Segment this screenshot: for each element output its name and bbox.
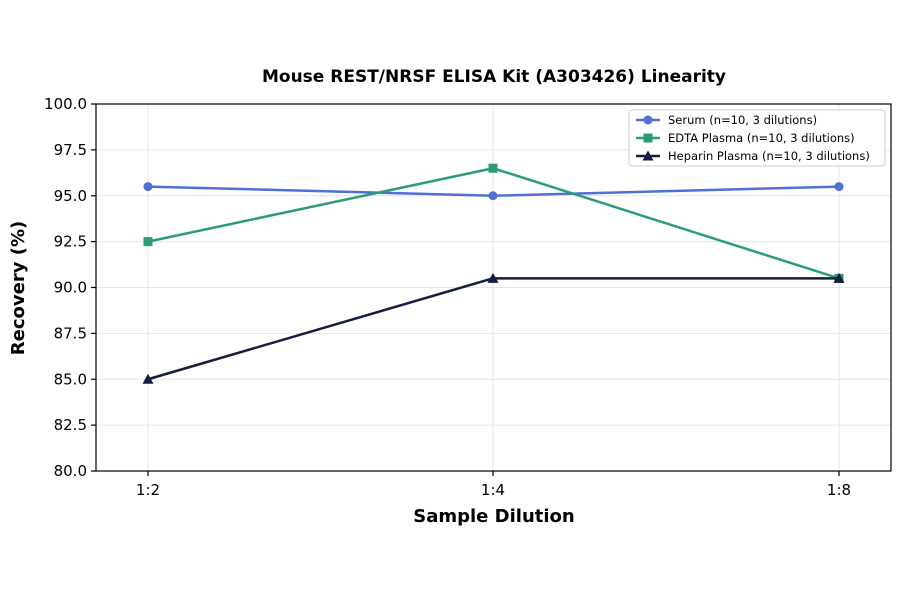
y-axis: 80.0 82.5 85.0 87.5 90.0 92.5 95.0 97.5 100.0 bbox=[44, 95, 96, 480]
data-point bbox=[488, 191, 498, 201]
x-tick-label: 1:8 bbox=[827, 481, 851, 499]
legend: Serum (n=10, 3 dilutions) EDTA Plasma (n=… bbox=[628, 109, 886, 167]
x-axis: 1:2 1:4 1:8 bbox=[136, 471, 851, 499]
chart-title: Mouse REST/NRSF ELISA Kit (A303426) Line… bbox=[262, 67, 726, 87]
data-point bbox=[833, 272, 845, 283]
y-tick-label: 92.5 bbox=[54, 233, 87, 251]
data-point bbox=[143, 237, 153, 247]
y-axis-label: Recovery (%) bbox=[8, 221, 29, 355]
legend-item: Serum (n=10, 3 dilutions) bbox=[636, 113, 817, 127]
data-point bbox=[143, 182, 153, 192]
legend-marker bbox=[643, 115, 653, 125]
y-tick-label: 85.0 bbox=[54, 370, 87, 388]
y-tick-label: 87.5 bbox=[54, 324, 87, 342]
legend-item: Heparin Plasma (n=10, 3 dilutions) bbox=[636, 149, 870, 163]
legend-label: Heparin Plasma (n=10, 3 dilutions) bbox=[668, 149, 870, 163]
y-tick-label: 95.0 bbox=[54, 187, 87, 205]
y-tick-label: 97.5 bbox=[54, 141, 87, 159]
series-layer bbox=[142, 163, 845, 384]
data-point bbox=[834, 182, 844, 192]
legend-item: EDTA Plasma (n=10, 3 dilutions) bbox=[636, 131, 855, 145]
y-tick-label: 90.0 bbox=[54, 279, 87, 297]
y-tick-label: 100.0 bbox=[44, 95, 87, 113]
x-tick-label: 1:4 bbox=[481, 481, 505, 499]
data-point bbox=[487, 272, 499, 283]
legend-label: EDTA Plasma (n=10, 3 dilutions) bbox=[668, 131, 855, 145]
y-tick-label: 82.5 bbox=[54, 416, 87, 434]
y-tick-label: 80.0 bbox=[54, 462, 87, 480]
legend-label: Serum (n=10, 3 dilutions) bbox=[668, 113, 817, 127]
data-point bbox=[488, 163, 498, 173]
legend-marker bbox=[643, 133, 653, 143]
series-3 bbox=[142, 272, 845, 384]
legend-box bbox=[628, 109, 886, 167]
series-1 bbox=[143, 182, 844, 201]
data-point bbox=[142, 373, 154, 384]
legend-marker bbox=[642, 150, 654, 161]
x-tick-label: 1:2 bbox=[136, 481, 160, 499]
x-axis-label: Sample Dilution bbox=[413, 506, 574, 527]
